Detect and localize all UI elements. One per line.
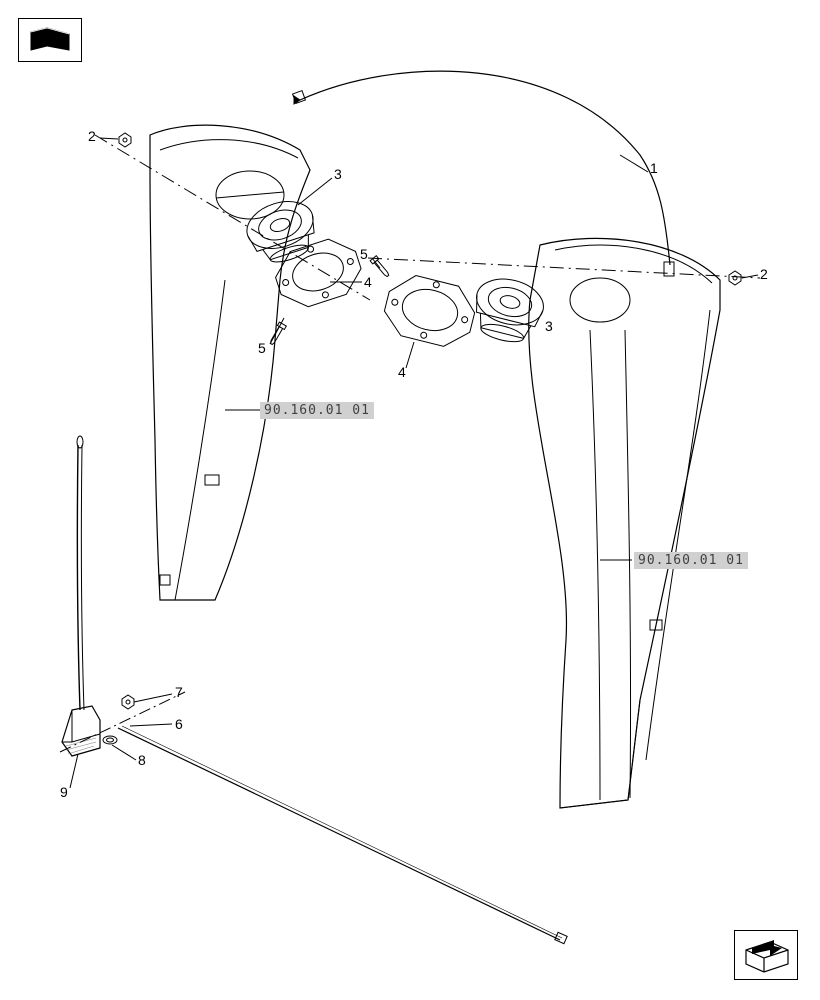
callout-8: 8: [138, 752, 146, 768]
callout-3-left: 3: [334, 166, 342, 182]
callout-1: 1: [650, 160, 658, 176]
callout-5-right: 5: [360, 246, 368, 262]
callout-4-left: 4: [364, 274, 372, 290]
callout-7: 7: [175, 684, 183, 700]
callout-6: 6: [175, 716, 183, 732]
ref-right: 90.160.01 01: [634, 552, 748, 569]
callout-5-left: 5: [258, 340, 266, 356]
exploded-diagram: 1 2 2 3 3 4 4 5 5 3 6 7 8 9 90.160.01 01…: [0, 0, 820, 1000]
callout-3-right-vis: 3: [545, 318, 553, 334]
ref-left: 90.160.01 01: [260, 402, 374, 419]
callout-4-right: 4: [398, 364, 406, 380]
callout-9: 9: [60, 784, 68, 800]
callout-2-left: 2: [88, 128, 96, 144]
callout-2-right: 2: [760, 266, 768, 282]
parts-linework: [0, 0, 820, 1000]
